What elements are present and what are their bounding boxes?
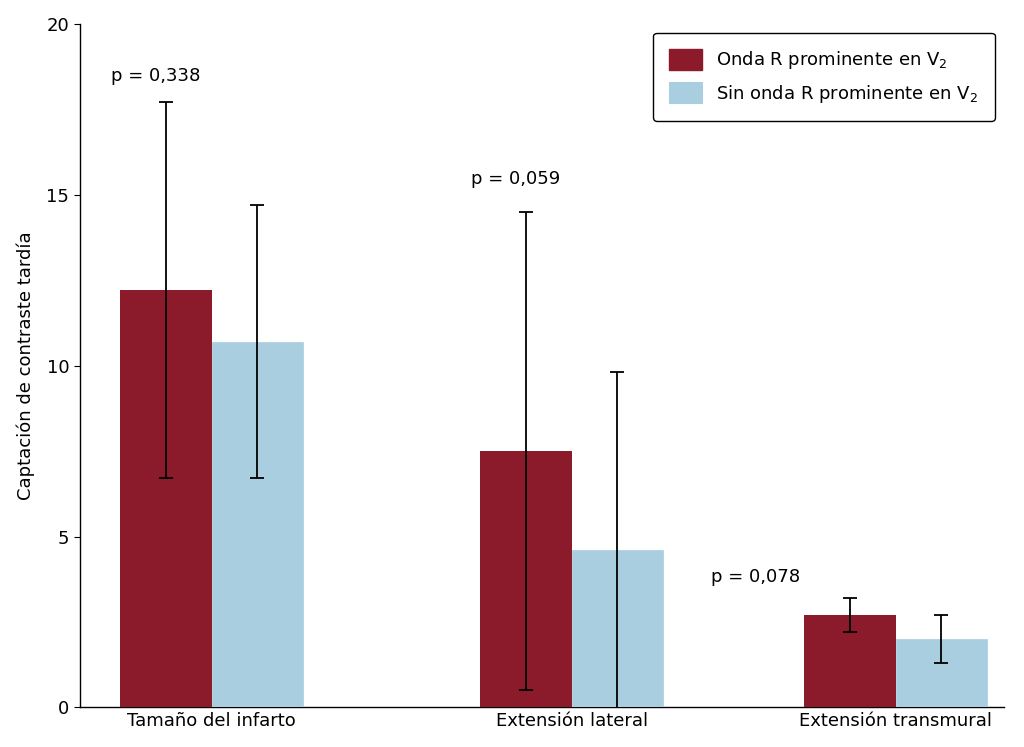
- Bar: [480, 451, 571, 707]
- Text: p = 0,338: p = 0,338: [111, 67, 200, 85]
- Legend: Onda R prominente en V$_2$, Sin onda R prominente en V$_2$: Onda R prominente en V$_2$, Sin onda R p…: [653, 33, 994, 121]
- Bar: [805, 616, 896, 707]
- Bar: [571, 551, 663, 707]
- Text: p = 0,078: p = 0,078: [711, 568, 800, 586]
- Bar: [212, 341, 303, 707]
- Bar: [896, 639, 987, 707]
- Bar: [121, 291, 212, 707]
- Y-axis label: Captación de contraste tardía: Captación de contraste tardía: [16, 232, 35, 500]
- Text: p = 0,059: p = 0,059: [471, 170, 560, 187]
